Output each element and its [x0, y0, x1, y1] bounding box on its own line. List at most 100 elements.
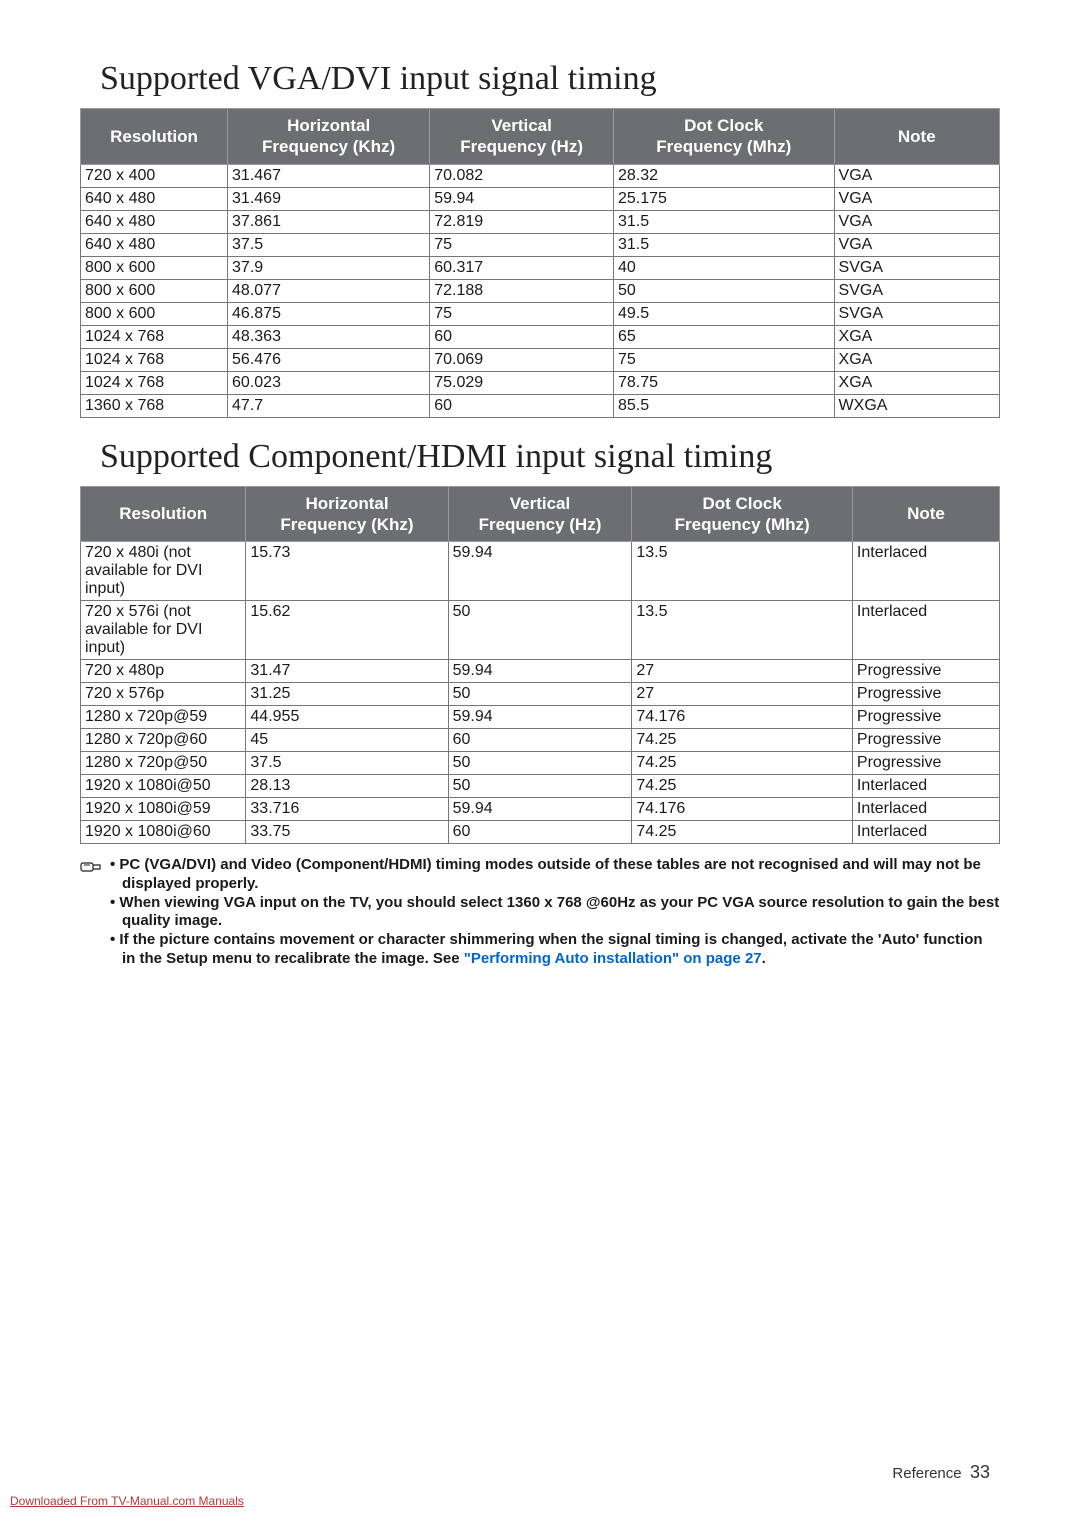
cell-n: XGA	[834, 325, 999, 348]
cell-v: 50	[448, 775, 632, 798]
cell-n: Progressive	[852, 683, 999, 706]
cell-d: 50	[614, 279, 835, 302]
cell-v: 60	[430, 325, 614, 348]
cell-d: 85.5	[614, 394, 835, 417]
th2-horizontal: HorizontalFrequency (Khz)	[246, 486, 448, 542]
table-row: 1280 x 720p@60456074.25Progressive	[81, 729, 1000, 752]
cell-v: 60.317	[430, 256, 614, 279]
cell-v: 59.94	[448, 706, 632, 729]
cell-v: 59.94	[430, 187, 614, 210]
note-3-link[interactable]: "Performing Auto installation" on page 2…	[464, 950, 762, 967]
vga-table: Resolution HorizontalFrequency (Khz) Ver…	[80, 108, 1000, 418]
table-row: 720 x 576p31.255027Progressive	[81, 683, 1000, 706]
cell-v: 70.069	[430, 348, 614, 371]
cell-d: 74.176	[632, 706, 853, 729]
cell-v: 50	[448, 752, 632, 775]
cell-d: 75	[614, 348, 835, 371]
cell-d: 13.5	[632, 542, 853, 601]
cell-n: WXGA	[834, 394, 999, 417]
cell-v: 60	[448, 729, 632, 752]
table-row: 800 x 60046.8757549.5SVGA	[81, 302, 1000, 325]
cell-n: Interlaced	[852, 601, 999, 660]
cell-res: 1024 x 768	[81, 348, 228, 371]
cell-h: 33.716	[246, 798, 448, 821]
cell-d: 40	[614, 256, 835, 279]
cell-res: 720 x 480p	[81, 660, 246, 683]
th-d1: Dot Clock	[684, 116, 763, 135]
th-dotclock: Dot ClockFrequency (Mhz)	[614, 109, 835, 165]
cell-res: 720 x 576i (not available for DVI input)	[81, 601, 246, 660]
cell-res: 1024 x 768	[81, 325, 228, 348]
th2-note: Note	[852, 486, 999, 542]
cell-res: 1920 x 1080i@59	[81, 798, 246, 821]
cell-v: 60	[448, 821, 632, 844]
table-row: 720 x 576i (not available for DVI input)…	[81, 601, 1000, 660]
title-vga: Supported VGA/DVI input signal timing	[100, 60, 1000, 98]
cell-d: 49.5	[614, 302, 835, 325]
table-row: 1360 x 76847.76085.5WXGA	[81, 394, 1000, 417]
cell-d: 74.25	[632, 729, 853, 752]
cell-n: Interlaced	[852, 821, 999, 844]
cell-v: 59.94	[448, 798, 632, 821]
cell-n: VGA	[834, 233, 999, 256]
component-table: Resolution HorizontalFrequency (Khz) Ver…	[80, 486, 1000, 845]
cell-res: 640 x 480	[81, 233, 228, 256]
table-row: 800 x 60048.07772.18850SVGA	[81, 279, 1000, 302]
cell-v: 59.94	[448, 542, 632, 601]
th2-dotclock: Dot ClockFrequency (Mhz)	[632, 486, 853, 542]
cell-res: 1280 x 720p@59	[81, 706, 246, 729]
th-h1: Horizontal	[287, 116, 370, 135]
cell-n: VGA	[834, 187, 999, 210]
cell-d: 65	[614, 325, 835, 348]
table-row: 1280 x 720p@5037.55074.25Progressive	[81, 752, 1000, 775]
cell-d: 25.175	[614, 187, 835, 210]
cell-v: 70.082	[430, 164, 614, 187]
table-row: 720 x 480p31.4759.9427Progressive	[81, 660, 1000, 683]
th2-d2: Frequency (Mhz)	[675, 515, 810, 534]
cell-d: 28.32	[614, 164, 835, 187]
cell-d: 74.176	[632, 798, 853, 821]
cell-n: XGA	[834, 371, 999, 394]
cell-h: 37.5	[228, 233, 430, 256]
th-v1: Vertical	[491, 116, 552, 135]
cell-n: Progressive	[852, 729, 999, 752]
cell-n: SVGA	[834, 256, 999, 279]
cell-res: 720 x 576p	[81, 683, 246, 706]
cell-d: 74.25	[632, 752, 853, 775]
note-2: When viewing VGA input on the TV, you sh…	[110, 894, 1000, 932]
th2-resolution: Resolution	[81, 486, 246, 542]
table-row: 1920 x 1080i@6033.756074.25Interlaced	[81, 821, 1000, 844]
table-row: 720 x 480i (not available for DVI input)…	[81, 542, 1000, 601]
cell-h: 37.5	[246, 752, 448, 775]
cell-v: 50	[448, 601, 632, 660]
cell-res: 1024 x 768	[81, 371, 228, 394]
th2-v2: Frequency (Hz)	[479, 515, 602, 534]
table-row: 1024 x 76848.3636065XGA	[81, 325, 1000, 348]
cell-d: 13.5	[632, 601, 853, 660]
download-link[interactable]: Downloaded From TV-Manual.com Manuals	[10, 1494, 244, 1508]
cell-res: 720 x 480i (not available for DVI input)	[81, 542, 246, 601]
cell-v: 72.819	[430, 210, 614, 233]
th-v2: Frequency (Hz)	[460, 137, 583, 156]
th-vertical: Vertical Frequency (Hz)	[430, 109, 614, 165]
cell-h: 15.73	[246, 542, 448, 601]
table-row: 720 x 40031.46770.08228.32VGA	[81, 164, 1000, 187]
table-row: 640 x 48037.57531.5VGA	[81, 233, 1000, 256]
cell-h: 37.9	[228, 256, 430, 279]
cell-h: 31.47	[246, 660, 448, 683]
cell-h: 37.861	[228, 210, 430, 233]
cell-v: 75.029	[430, 371, 614, 394]
cell-d: 27	[632, 683, 853, 706]
cell-v: 72.188	[430, 279, 614, 302]
th2-vertical: VerticalFrequency (Hz)	[448, 486, 632, 542]
table-row: 1280 x 720p@5944.95559.9474.176Progressi…	[81, 706, 1000, 729]
cell-n: Interlaced	[852, 798, 999, 821]
ref-label: Reference	[892, 1465, 961, 1482]
cell-n: SVGA	[834, 302, 999, 325]
cell-h: 15.62	[246, 601, 448, 660]
note-3: If the picture contains movement or char…	[110, 931, 1000, 969]
cell-h: 46.875	[228, 302, 430, 325]
cell-res: 1920 x 1080i@50	[81, 775, 246, 798]
cell-res: 800 x 600	[81, 302, 228, 325]
cell-h: 28.13	[246, 775, 448, 798]
